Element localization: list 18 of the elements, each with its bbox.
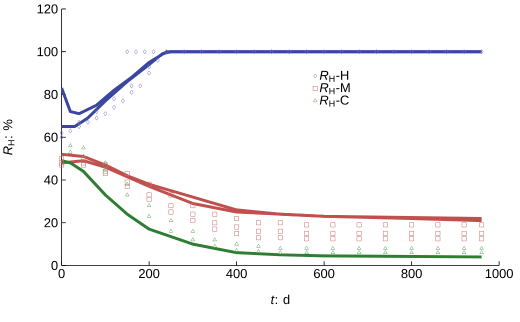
y-tick-label: 0	[51, 260, 58, 270]
x-tick-label: 600	[314, 268, 334, 278]
x-tick-label: 1000	[486, 268, 513, 278]
x-tick-label: 200	[139, 268, 160, 278]
y-tick-label: 60	[44, 132, 58, 142]
x-tick-label: 400	[226, 268, 247, 278]
legend-label: R$_{H}$-M	[320, 83, 350, 94]
y-tick-label: 120	[38, 4, 58, 14]
x-tick-label: 800	[401, 268, 422, 278]
x-tick-label: 0	[58, 268, 65, 278]
y-axis-title: R$_{H}$: %	[3, 120, 14, 155]
x-axis-title: t: d	[271, 294, 290, 304]
y-tick-label: 80	[44, 90, 58, 99]
y-tick-label: 20	[44, 218, 58, 228]
legend-label: R$_{H}$-H	[320, 70, 348, 82]
legend-label: R$_{H}$-C	[320, 95, 349, 107]
y-tick-label: 40	[44, 175, 58, 184]
y-tick-label: 100	[38, 47, 58, 56]
